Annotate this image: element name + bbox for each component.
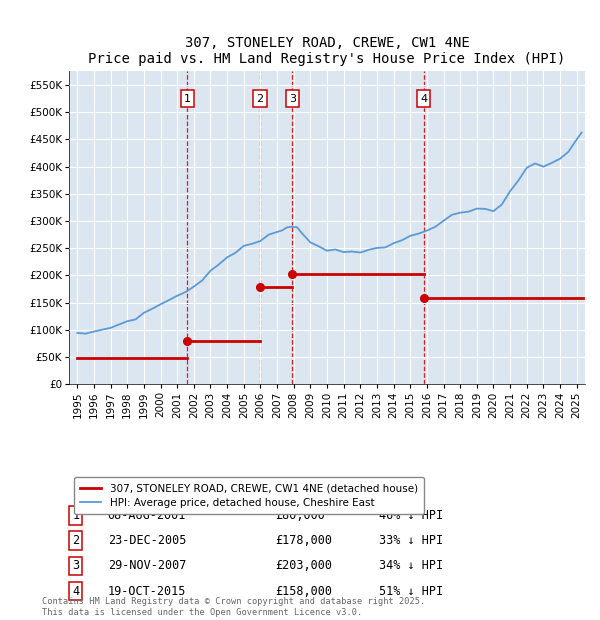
Text: 4: 4 xyxy=(72,585,79,598)
Text: £158,000: £158,000 xyxy=(275,585,332,598)
Legend: 307, STONELEY ROAD, CREWE, CW1 4NE (detached house), HPI: Average price, detache: 307, STONELEY ROAD, CREWE, CW1 4NE (deta… xyxy=(74,477,424,514)
Text: 2: 2 xyxy=(72,534,79,547)
Text: 2: 2 xyxy=(257,94,263,104)
Text: 23-DEC-2005: 23-DEC-2005 xyxy=(108,534,186,547)
Text: 3: 3 xyxy=(72,559,79,572)
Text: 46% ↓ HPI: 46% ↓ HPI xyxy=(379,510,443,523)
Text: Contains HM Land Registry data © Crown copyright and database right 2025.
This d: Contains HM Land Registry data © Crown c… xyxy=(42,598,425,617)
Text: 4: 4 xyxy=(420,94,427,104)
Text: 1: 1 xyxy=(72,510,79,523)
Text: £203,000: £203,000 xyxy=(275,559,332,572)
Text: 1: 1 xyxy=(184,94,191,104)
Text: £178,000: £178,000 xyxy=(275,534,332,547)
Text: 33% ↓ HPI: 33% ↓ HPI xyxy=(379,534,443,547)
Text: 3: 3 xyxy=(289,94,296,104)
Text: 34% ↓ HPI: 34% ↓ HPI xyxy=(379,559,443,572)
Title: 307, STONELEY ROAD, CREWE, CW1 4NE
Price paid vs. HM Land Registry's House Price: 307, STONELEY ROAD, CREWE, CW1 4NE Price… xyxy=(88,36,566,66)
Text: 29-NOV-2007: 29-NOV-2007 xyxy=(108,559,186,572)
Text: 51% ↓ HPI: 51% ↓ HPI xyxy=(379,585,443,598)
Text: 08-AUG-2001: 08-AUG-2001 xyxy=(108,510,186,523)
Text: 19-OCT-2015: 19-OCT-2015 xyxy=(108,585,186,598)
Text: £80,000: £80,000 xyxy=(275,510,325,523)
